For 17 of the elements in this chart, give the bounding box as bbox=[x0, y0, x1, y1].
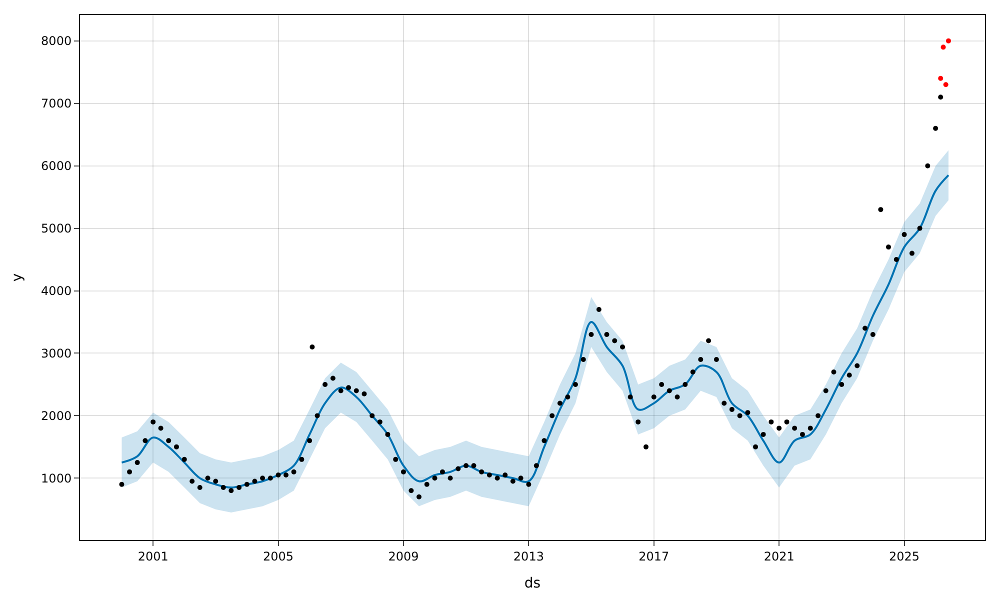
y-tick-label: 8000 bbox=[41, 34, 72, 48]
y-tick-label: 5000 bbox=[41, 222, 72, 236]
x-tick-label: 2009 bbox=[388, 549, 419, 564]
x-tick-label: 2017 bbox=[638, 549, 670, 564]
x-tick-label: 2005 bbox=[263, 549, 294, 564]
y-tick-label: 7000 bbox=[41, 96, 72, 111]
x-axis-title: ds bbox=[524, 576, 541, 592]
y-tick-label: 6000 bbox=[41, 159, 72, 174]
x-tick-label: 2025 bbox=[889, 549, 920, 564]
y-tick-label: 2000 bbox=[41, 408, 72, 423]
x-tick-label: 2001 bbox=[138, 549, 168, 564]
y-tick-label: 1000 bbox=[41, 471, 72, 486]
y-tick-label: 4000 bbox=[41, 284, 72, 298]
x-tick-label: 2013 bbox=[513, 549, 544, 564]
y-tick-label: 3000 bbox=[41, 346, 72, 360]
y-axis-title: y bbox=[10, 273, 26, 282]
x-tick-label: 2021 bbox=[764, 549, 794, 564]
